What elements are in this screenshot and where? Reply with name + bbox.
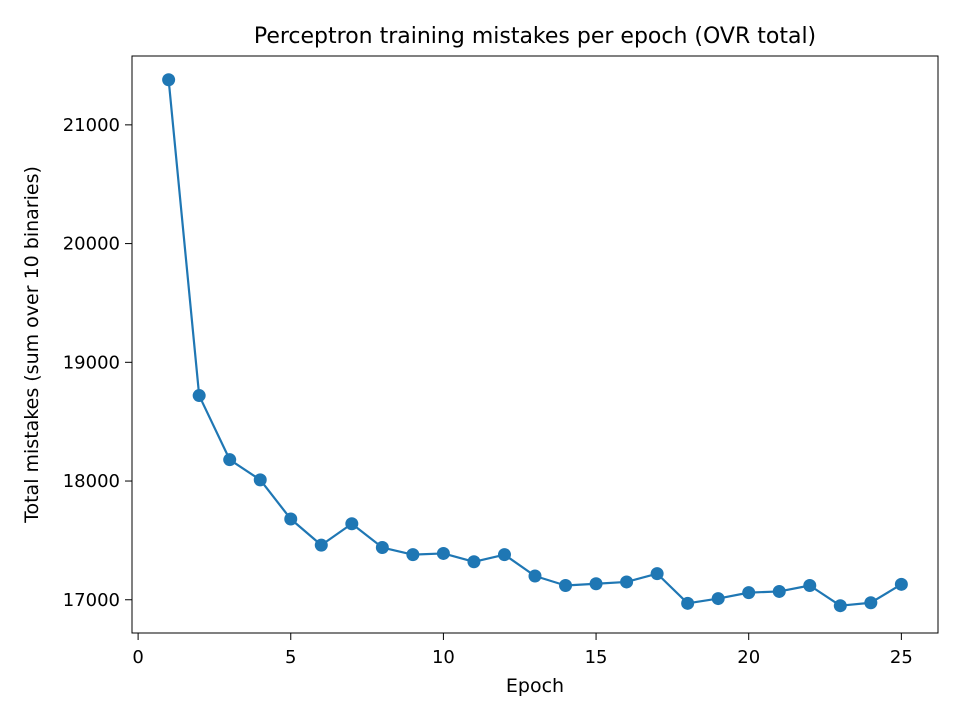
data-point	[192, 389, 206, 403]
data-point	[864, 596, 878, 610]
x-tick-label: 25	[890, 647, 913, 668]
data-point	[681, 596, 695, 610]
x-tick-label: 5	[285, 647, 296, 668]
x-tick-label: 0	[132, 647, 143, 668]
x-tick-label: 10	[432, 647, 455, 668]
data-point	[803, 579, 817, 593]
x-tick-label: 15	[585, 647, 608, 668]
data-point	[223, 453, 237, 467]
data-point	[742, 586, 756, 600]
data-point	[894, 577, 908, 591]
ticks-group: 0 5 10 15 20 25 17000 18000 19000 20000 21000	[63, 115, 913, 668]
data-point	[253, 473, 267, 487]
data-point	[650, 567, 664, 581]
data-point	[620, 575, 634, 589]
data-point	[284, 512, 298, 526]
data-point	[406, 548, 420, 562]
y-tick-label: 18000	[63, 471, 120, 492]
data-point	[436, 546, 450, 560]
data-point	[467, 555, 481, 569]
x-axis-label: Epoch	[506, 675, 564, 697]
x-tick-label: 20	[737, 647, 760, 668]
data-point	[772, 584, 786, 598]
y-tick-label: 20000	[63, 234, 120, 255]
y-tick-label: 19000	[63, 352, 120, 373]
data-point	[162, 73, 176, 87]
chart-title: Perceptron training mistakes per epoch (…	[254, 24, 816, 49]
data-point	[833, 599, 847, 613]
data-point	[528, 569, 542, 583]
data-point	[559, 579, 573, 593]
data-point	[497, 548, 511, 562]
data-point	[314, 538, 328, 552]
data-point	[345, 517, 359, 531]
y-axis-label: Total mistakes (sum over 10 binaries)	[21, 166, 43, 524]
data-point	[375, 541, 389, 555]
y-tick-label: 21000	[63, 115, 120, 136]
series-group	[162, 73, 908, 613]
plot-frame	[131, 55, 939, 634]
y-tick-label: 17000	[63, 590, 120, 611]
data-point	[589, 577, 603, 591]
data-point	[711, 592, 725, 606]
